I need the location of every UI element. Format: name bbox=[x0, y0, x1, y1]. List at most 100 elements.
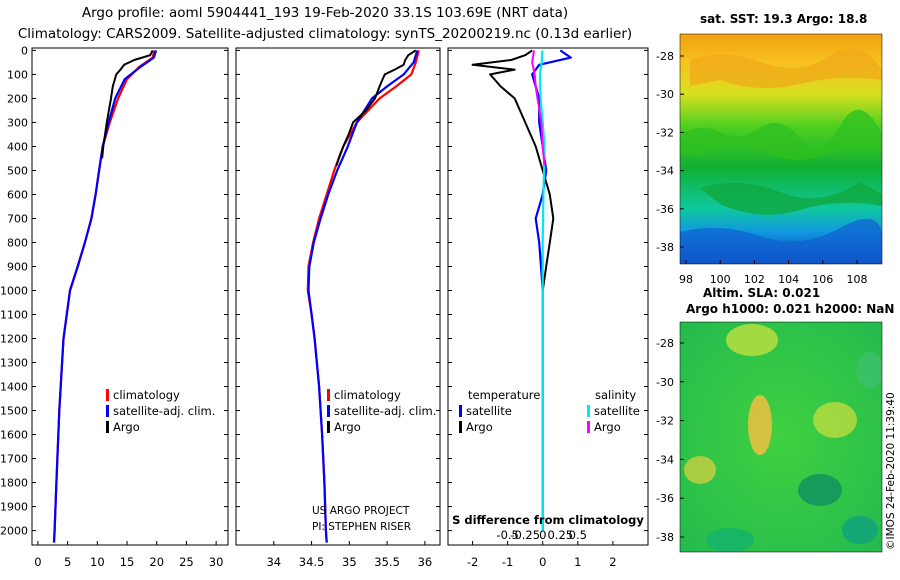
legend-label-climatology: climatology bbox=[113, 388, 180, 402]
sla-map-title-line1: Altim. SLA: 0.021 bbox=[703, 286, 821, 300]
legend-label-temp-satellite: satellite bbox=[466, 404, 512, 418]
depth-tick-label: 1300 bbox=[0, 357, 28, 370]
depth-tick-label: 1100 bbox=[0, 309, 28, 322]
legend-label-climatology: climatology bbox=[334, 388, 401, 402]
legend-swatch-satellite bbox=[327, 405, 330, 417]
depth-tick-label: 1500 bbox=[0, 405, 28, 418]
sla-map-title-line2: Argo h1000: 0.021 h2000: NaN bbox=[686, 302, 895, 316]
salinity-panel-frame bbox=[235, 47, 441, 546]
legend-swatch-argo bbox=[106, 421, 109, 433]
profile-curves bbox=[52, 49, 572, 543]
sla-lat-label: -34 bbox=[656, 453, 674, 466]
sst-lon-label: 100 bbox=[710, 273, 731, 286]
sst-lat-label: -38 bbox=[656, 241, 674, 254]
depth-tick-label: 1900 bbox=[0, 501, 28, 514]
series-salinity-argo bbox=[531, 50, 546, 166]
x-tick-label: 36 bbox=[418, 555, 433, 569]
x-tick-label: 20 bbox=[149, 555, 164, 569]
salinity-diff-tick-label: 0.25 bbox=[547, 528, 573, 542]
depth-tick-label: 100 bbox=[7, 68, 28, 81]
legend-heading-salinity: salinity bbox=[595, 388, 636, 402]
sst-lat-label: -30 bbox=[656, 88, 674, 101]
x-tick-label: 30 bbox=[209, 555, 224, 569]
depth-tick-label: 500 bbox=[7, 164, 28, 177]
pi-credit: PI: STEPHEN RISER bbox=[312, 521, 411, 533]
depth-tick-label: 1800 bbox=[0, 477, 28, 490]
salinity-diff-tick-label: 0.5 bbox=[569, 528, 587, 542]
sla-map-frame bbox=[679, 321, 883, 553]
x-tick-label: 34 bbox=[266, 555, 281, 569]
legend-swatch-sal-satellite bbox=[587, 405, 590, 417]
x-tick-label: 0 bbox=[34, 555, 41, 569]
sst-lon-label: 104 bbox=[778, 273, 799, 286]
sst-map-title: sat. SST: 19.3 Argo: 18.8 bbox=[700, 12, 868, 26]
depth-tick-label: 1700 bbox=[0, 453, 28, 466]
difference-panel-frame bbox=[447, 47, 649, 546]
legend-swatch-temp-argo bbox=[459, 421, 462, 433]
series-argo bbox=[335, 49, 417, 166]
salinity-diff-tick-label: 0 bbox=[539, 528, 546, 542]
depth-tick-label: 700 bbox=[7, 212, 28, 225]
sst-lat-label: -28 bbox=[656, 50, 674, 63]
sst-lon-label: 108 bbox=[847, 273, 868, 286]
legend-heading-temperature: temperature bbox=[468, 388, 540, 402]
sla-lat-label: -38 bbox=[656, 531, 674, 544]
depth-axis: 0 100 200 300 400 500 600 700 800 900 1000 1100 1200… bbox=[0, 44, 648, 538]
legend-label-sal-satellite: satellite bbox=[594, 404, 640, 418]
x-tick-label: 34.5 bbox=[299, 555, 325, 569]
series-salinity-satellite bbox=[538, 50, 546, 531]
sst-lat-label: -32 bbox=[656, 126, 674, 139]
sst-lat-label: -36 bbox=[656, 203, 674, 216]
x-tick-label: 2 bbox=[609, 555, 616, 569]
legend-swatch-satellite bbox=[106, 405, 109, 417]
salinity-legend: climatology satellite-adj. clim. Argo bbox=[327, 388, 436, 434]
temperature-panel-frame bbox=[31, 47, 229, 546]
depth-tick-label: 2000 bbox=[0, 525, 28, 538]
map-axes: -28 -28 -30 -30 -32 -32 -34 -34 -36 -36 -38 -38 98 10… bbox=[656, 50, 867, 544]
temperature-legend: climatology satellite-adj. clim. Argo bbox=[106, 388, 215, 434]
series-temperature-argo bbox=[471, 49, 555, 291]
salinity-diff-tick-label: -0.5 bbox=[496, 528, 518, 542]
x-tick-label: 5 bbox=[64, 555, 71, 569]
x-axes: 0 5 10 15 20 25 30 34 34.5 35 35.5 36 -2 -1 0 1 2 -0.5-0.… bbox=[34, 528, 616, 569]
sst-map bbox=[680, 34, 882, 264]
legend-label-sal-argo: Argo bbox=[594, 420, 621, 434]
depth-tick-label: 300 bbox=[7, 116, 28, 129]
depth-tick-label: 1200 bbox=[0, 333, 28, 346]
difference-xlabel: S difference from climatology bbox=[452, 513, 644, 527]
x-tick-label: 25 bbox=[179, 555, 194, 569]
depth-tick-label: 1000 bbox=[0, 284, 28, 297]
sst-lat-label: -34 bbox=[656, 165, 674, 178]
depth-tick-label: 0 bbox=[21, 44, 28, 57]
x-tick-label: -1 bbox=[502, 555, 513, 569]
legend-label-satellite: satellite-adj. clim. bbox=[334, 404, 436, 418]
difference-legend: temperature salinity satellite Argo sate… bbox=[459, 388, 640, 434]
salinity-diff-tick-label: -0.25 bbox=[510, 528, 540, 542]
x-tick-label: 15 bbox=[120, 555, 135, 569]
sla-map bbox=[680, 322, 882, 552]
figure-title-line2: Climatology: CARS2009. Satellite-adjuste… bbox=[17, 26, 633, 42]
sla-lat-label: -30 bbox=[656, 376, 674, 389]
sla-lat-label: -36 bbox=[656, 492, 674, 505]
x-tick-label: 35 bbox=[342, 555, 357, 569]
figure-title-line1: Argo profile: aoml 5904441_193 19-Feb-20… bbox=[81, 5, 569, 21]
program-credit: US ARGO PROJECT bbox=[312, 505, 410, 517]
legend-swatch-sal-argo bbox=[587, 421, 590, 433]
depth-tick-label: 600 bbox=[7, 188, 28, 201]
legend-swatch-climatology bbox=[106, 389, 109, 401]
sst-lon-label: 106 bbox=[812, 273, 833, 286]
depth-tick-label: 800 bbox=[7, 236, 28, 249]
legend-swatch-argo bbox=[327, 421, 330, 433]
x-tick-label: 35.5 bbox=[374, 555, 400, 569]
sst-map-frame bbox=[679, 33, 883, 265]
series-satellite-adj-clim- bbox=[307, 50, 419, 543]
x-tick-label: 0 bbox=[539, 555, 546, 569]
x-tick-label: -2 bbox=[467, 555, 478, 569]
depth-tick-label: 400 bbox=[7, 140, 28, 153]
depth-tick-label: 1400 bbox=[0, 381, 28, 394]
series-satellite-adj-clim- bbox=[52, 50, 158, 543]
depth-tick-label: 900 bbox=[7, 260, 28, 273]
legend-label-satellite: satellite-adj. clim. bbox=[113, 404, 215, 418]
